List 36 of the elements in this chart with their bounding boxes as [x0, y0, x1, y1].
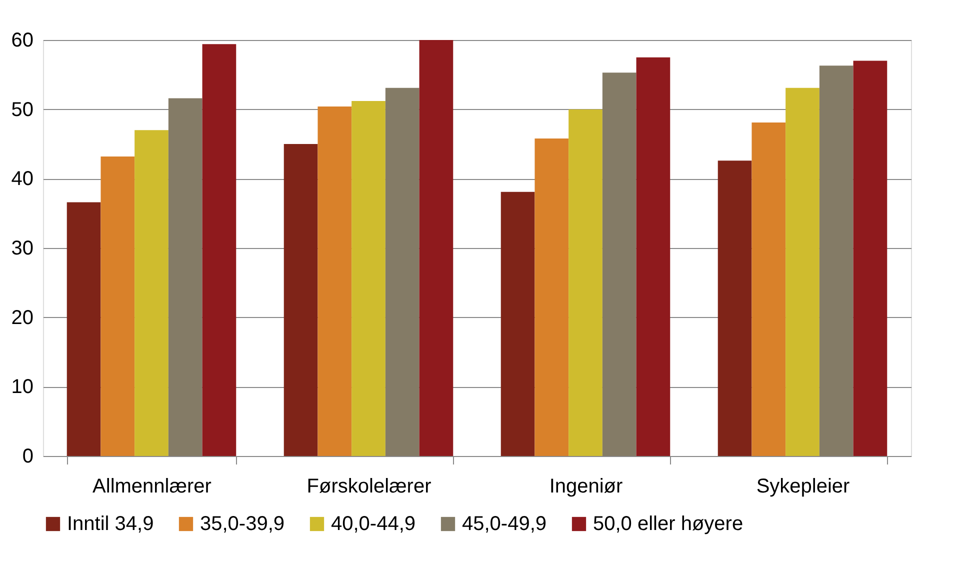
legend-label: 40,0-44,9: [331, 513, 416, 535]
legend-label: 35,0-39,9: [200, 513, 285, 535]
legend-label: 45,0-49,9: [462, 513, 547, 535]
legend-label: Inntil 34,9: [67, 513, 154, 535]
x-tick-label: Ingeniør: [549, 476, 624, 498]
bar: [352, 101, 386, 456]
bar: [636, 57, 670, 456]
bar: [168, 98, 202, 456]
x-tick-label: Førskolelærer: [306, 476, 432, 498]
bar: [318, 106, 352, 456]
y-tick-label: 40: [11, 168, 34, 190]
y-tick-label: 10: [11, 376, 34, 398]
y-tick-label: 0: [22, 446, 34, 468]
legend-label: 50,0 eller høyere: [593, 513, 744, 535]
bar: [100, 156, 135, 456]
bar: [202, 44, 236, 456]
y-tick-label: 30: [11, 238, 34, 260]
bar: [419, 40, 454, 456]
bar: [284, 144, 318, 456]
bar: [500, 192, 535, 456]
y-tick-label: 50: [11, 98, 34, 121]
x-tick-label: Allmennlærer: [92, 476, 212, 498]
bar: [385, 88, 420, 456]
bar: [602, 72, 636, 456]
y-tick-label: 20: [11, 306, 34, 329]
bar: [534, 138, 569, 456]
x-tick-label: Sykepleier: [756, 476, 850, 498]
bar: [819, 66, 854, 456]
bar: [752, 122, 786, 456]
y-tick-label: 60: [11, 30, 34, 52]
bar: [568, 109, 602, 456]
bar: [66, 202, 101, 456]
bar: [718, 160, 752, 456]
bar: [853, 60, 888, 456]
bar: [786, 88, 820, 456]
bar: [134, 130, 168, 456]
